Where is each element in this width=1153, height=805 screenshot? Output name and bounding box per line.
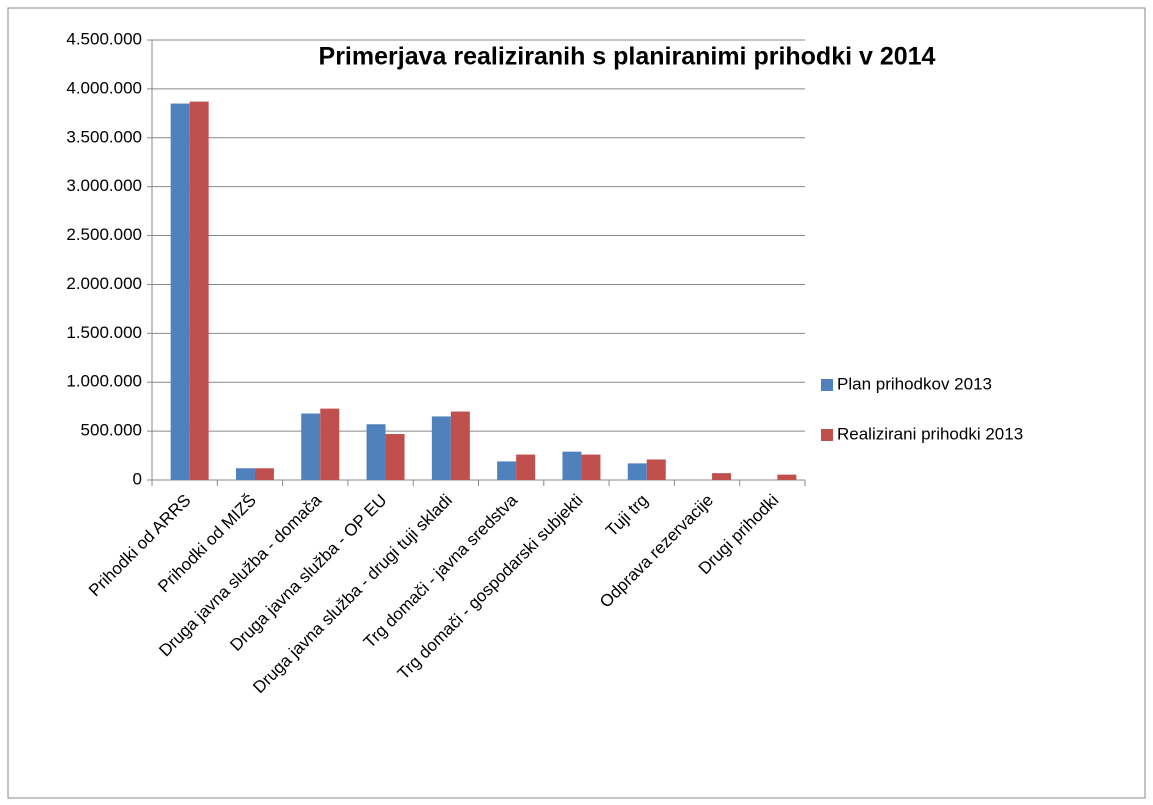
bar — [189, 101, 209, 480]
bar — [450, 411, 470, 480]
y-tick-label: 4.000.000 — [66, 78, 142, 97]
chart-title: Primerjava realiziranih s planiranimi pr… — [319, 43, 936, 71]
bar — [170, 103, 190, 481]
bar — [254, 468, 274, 480]
bar — [320, 408, 340, 480]
legend-label: Plan prihodkov 2013 — [837, 374, 992, 393]
y-tick-label: 1.000.000 — [66, 372, 142, 391]
bar — [431, 416, 451, 480]
legend-swatch — [821, 379, 833, 391]
legend-swatch — [821, 429, 833, 441]
bar — [581, 454, 601, 480]
bar — [497, 461, 517, 480]
y-tick-label: 3.000.000 — [66, 176, 142, 195]
y-tick-label: 0 — [133, 469, 142, 488]
bar — [627, 463, 647, 480]
bar — [712, 473, 732, 480]
y-tick-label: 2.500.000 — [66, 225, 142, 244]
y-tick-label: 2.000.000 — [66, 274, 142, 293]
bar — [301, 413, 321, 480]
bar — [562, 451, 582, 480]
y-tick-label: 4.500.000 — [66, 29, 142, 48]
bar — [516, 454, 536, 480]
legend-label: Realizirani prihodki 2013 — [837, 424, 1023, 443]
y-tick-label: 1.500.000 — [66, 323, 142, 342]
bar — [235, 468, 255, 480]
y-tick-label: 500.000 — [81, 421, 142, 440]
y-tick-label: 3.500.000 — [66, 127, 142, 146]
bar — [777, 474, 797, 480]
bar — [646, 459, 666, 480]
bar — [385, 434, 405, 480]
bar — [366, 424, 386, 480]
